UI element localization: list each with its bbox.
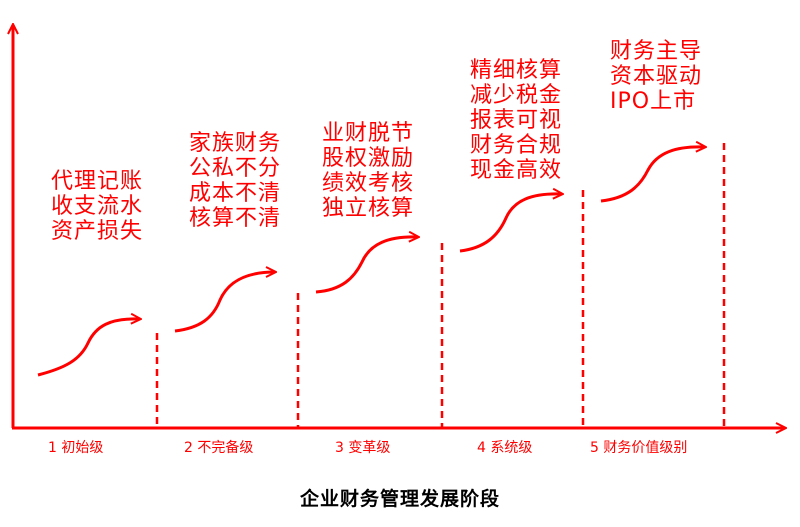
trait: 减少税金 [470,83,563,108]
trait: 公私不分 [189,156,282,181]
trait: 核算不清 [189,206,282,231]
trait: 财务合规 [470,133,563,158]
trait: 资本驱动 [610,64,703,89]
trait: 代理记账 [51,169,144,194]
level-label: 3 变革级 [335,440,391,456]
diagram-title: 企业财务管理发展阶段 [299,488,500,510]
trait: 成本不清 [189,181,282,206]
stage-4-traits: 精细核算 减少税金 报表可视 财务合规 现金高效 [470,58,562,183]
trait: 精细核算 [470,58,563,83]
trait: IPO上市 [610,89,697,114]
growth-arrow [174,272,275,333]
trait: 收支流水 [51,194,144,219]
level-label: 4 系统级 [477,440,533,456]
trait: 家族财务 [189,131,282,156]
growth-arrow [37,319,140,377]
trait: 资产损失 [51,219,144,244]
level-label: 2 不完备级 [184,440,254,456]
trait: 业财脱节 [322,121,415,146]
trait: 股权激励 [322,146,415,171]
stage-2-traits: 家族财务 公私不分 成本不清 核算不清 [189,131,281,231]
stage-5-traits: 财务主导 资本驱动 IPO上市 [610,39,702,114]
level-label: 5 财务价值级别 [590,440,688,456]
growth-arrow [315,237,418,294]
trait: 现金高效 [470,158,563,183]
trait: 报表可视 [470,108,563,133]
growth-arrow [459,194,562,253]
stage-3-traits: 业财脱节 股权激励 绩效考核 独立核算 [322,121,414,221]
trait: 财务主导 [610,39,703,64]
growth-arrow [600,147,705,203]
level-label: 1 初始级 [48,440,104,456]
trait: 独立核算 [322,196,415,221]
stage-1-traits: 代理记账 收支流水 资产损失 [51,169,143,244]
trait: 绩效考核 [322,171,415,196]
